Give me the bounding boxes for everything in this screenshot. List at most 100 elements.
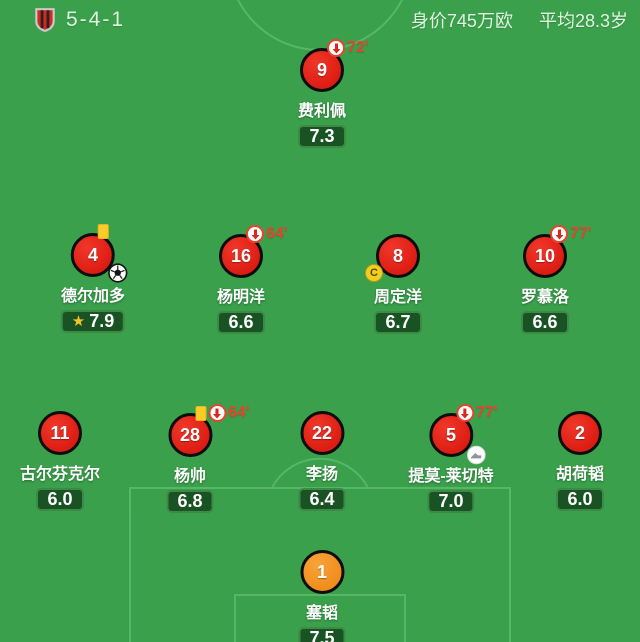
player[interactable]: 16 64' 杨明洋 6.6 bbox=[216, 225, 288, 334]
player-number: 10 bbox=[534, 245, 556, 266]
player[interactable]: 5 77' 提莫-莱切特 7.0 bbox=[408, 404, 498, 513]
player-top-badges bbox=[97, 224, 109, 239]
player-name: 杨帅 bbox=[173, 468, 206, 485]
player[interactable]: 22 李扬 6.4 bbox=[298, 411, 346, 511]
player-rating-badge: 6.6 bbox=[217, 311, 265, 334]
player-marker: 2 bbox=[557, 411, 602, 455]
player-rating: 6.0 bbox=[567, 489, 593, 509]
player-top-badges: 64' bbox=[195, 404, 250, 422]
player-rating: 6.8 bbox=[177, 491, 203, 511]
player-top-badges: 64' bbox=[245, 225, 288, 243]
player-marker: 28 64' bbox=[168, 404, 250, 457]
player-number: 4 bbox=[87, 244, 98, 265]
player-number-circle: 5 bbox=[429, 413, 473, 457]
player-number: 11 bbox=[50, 422, 70, 443]
player-rating-badge: 7.5 bbox=[298, 627, 346, 642]
player-number-circle: 4 bbox=[70, 233, 115, 277]
player-rating: 6.0 bbox=[47, 489, 73, 509]
player[interactable]: 28 64' 杨帅 6.8 bbox=[166, 404, 250, 513]
goal-scored-icon bbox=[108, 263, 128, 283]
player-marker: 16 64' bbox=[218, 225, 288, 278]
player[interactable]: 11 古尔芬克尔 6.0 bbox=[20, 411, 100, 511]
player[interactable]: 1 塞韬 7.5 bbox=[298, 550, 346, 642]
player-number-circle: 11 bbox=[37, 411, 82, 455]
player-rating-badge: 7.0 bbox=[427, 490, 475, 513]
player-marker: 1 bbox=[300, 550, 344, 594]
substitution-minute: 64' bbox=[265, 225, 288, 242]
header-left: 5-4-1 bbox=[34, 7, 125, 33]
player-rating-badge: 6.8 bbox=[166, 490, 214, 513]
player-rating-badge: 6.0 bbox=[36, 488, 84, 511]
goal-box-line bbox=[234, 594, 406, 642]
formation-label: 5-4-1 bbox=[66, 8, 126, 31]
player-name: 德尔加多 bbox=[60, 288, 126, 305]
player-number: 9 bbox=[316, 59, 327, 80]
player-rating: 6.7 bbox=[385, 312, 411, 332]
player-number: 1 bbox=[316, 561, 327, 582]
substitution-off-icon bbox=[208, 404, 226, 422]
player-rating-badge: 7.3 bbox=[298, 125, 346, 148]
average-age: 平均28.3岁 bbox=[538, 11, 628, 31]
player-name: 周定洋 bbox=[373, 289, 423, 306]
player-rating-badge: ★ 7.9 bbox=[60, 310, 126, 333]
assist-icon bbox=[466, 445, 486, 465]
substitution-minute: 77' bbox=[476, 404, 498, 421]
player-number: 22 bbox=[311, 422, 333, 443]
player-top-badges: 72' bbox=[326, 39, 369, 57]
substitution-off-icon bbox=[456, 404, 474, 422]
player-number-circle: 22 bbox=[300, 411, 344, 455]
player-name: 古尔芬克尔 bbox=[19, 466, 101, 483]
player-rating: 6.6 bbox=[228, 312, 254, 332]
player[interactable]: 9 72' 费利佩 7.3 bbox=[297, 39, 369, 148]
player[interactable]: 2 胡荷韬 6.0 bbox=[556, 411, 604, 511]
player-rating: 7.9 bbox=[89, 311, 115, 331]
player[interactable]: 4 德尔加多 ★ 7.9 bbox=[60, 224, 128, 333]
player-rating-badge: 6.6 bbox=[521, 311, 569, 334]
player[interactable]: 10 77' 罗慕洛 6.6 bbox=[520, 225, 592, 334]
player-marker: 4 bbox=[70, 224, 128, 283]
substitution-off-icon bbox=[549, 225, 568, 243]
player-name: 罗慕洛 bbox=[520, 289, 570, 306]
team-crest-icon bbox=[35, 8, 55, 32]
player-rating: 6.4 bbox=[309, 489, 335, 509]
player-name: 塞韬 bbox=[305, 605, 338, 622]
player-marker: 22 bbox=[300, 411, 344, 455]
yellow-card-icon bbox=[97, 224, 109, 239]
player-number: 16 bbox=[230, 245, 252, 266]
star-icon: ★ bbox=[71, 313, 86, 330]
header-stats: 身价745万欧 平均28.3岁 bbox=[411, 7, 630, 33]
player-number: 2 bbox=[574, 422, 585, 443]
player-name: 胡荷韬 bbox=[555, 466, 605, 483]
player-number: 5 bbox=[445, 424, 456, 445]
player-marker: 9 72' bbox=[299, 39, 369, 92]
player-marker: 5 77' bbox=[429, 404, 498, 465]
substitution-minute: 64' bbox=[228, 404, 250, 421]
player-rating-badge: 6.7 bbox=[374, 311, 422, 334]
player-number-circle: 1 bbox=[300, 550, 344, 594]
captain-badge: C bbox=[364, 264, 383, 282]
player-name: 杨明洋 bbox=[216, 289, 266, 306]
substitution-off-icon bbox=[245, 225, 264, 243]
market-value: 身价745万欧 bbox=[410, 11, 513, 31]
player-rating-badge: 6.0 bbox=[556, 488, 604, 511]
yellow-card-icon bbox=[195, 405, 206, 421]
substitution-off-icon bbox=[326, 39, 345, 57]
player-marker: 11 bbox=[37, 411, 82, 455]
player-rating: 7.0 bbox=[438, 491, 464, 511]
player[interactable]: 8 C 周定洋 6.7 bbox=[364, 234, 423, 334]
player-rating-badge: 6.4 bbox=[298, 488, 346, 511]
header: 5-4-1 身价745万欧 平均28.3岁 bbox=[0, 0, 640, 33]
player-top-badges: 77' bbox=[549, 225, 592, 243]
player-top-badges: 77' bbox=[456, 404, 498, 422]
player-number-circle: 2 bbox=[557, 411, 602, 455]
player-number-circle: 8 bbox=[375, 234, 420, 278]
penalty-arc-line bbox=[271, 457, 369, 489]
player-number: 28 bbox=[179, 424, 201, 445]
player-rating: 7.3 bbox=[309, 126, 335, 146]
player-name: 费利佩 bbox=[297, 103, 347, 120]
player-name: 李扬 bbox=[305, 466, 338, 483]
substitution-minute: 72' bbox=[346, 39, 369, 56]
player-name: 提莫-莱切特 bbox=[408, 468, 494, 485]
